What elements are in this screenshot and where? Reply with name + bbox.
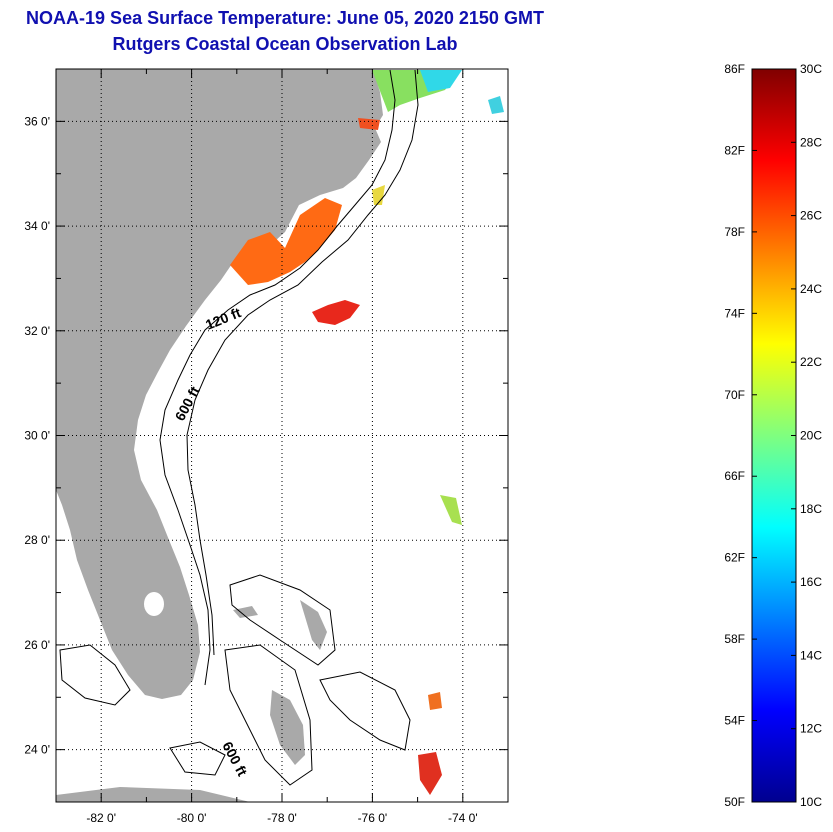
colorbar-c-label: 12C [800, 722, 822, 736]
colorbar-c-label: 30C [800, 62, 822, 76]
lat-label: 28 0' [24, 533, 50, 547]
sst-patch-yellow [372, 185, 385, 205]
island-cuba [56, 787, 250, 802]
colorbar-c-label: 14C [800, 648, 822, 662]
lake [144, 592, 164, 616]
colorbar-c-label: 18C [800, 502, 822, 516]
lat-label: 34 0' [24, 219, 50, 233]
sst-patch-east [440, 495, 462, 525]
colorbar-f-label: 66F [724, 469, 745, 483]
colorbar-c-label: 20C [800, 429, 822, 443]
map-title: NOAA-19 Sea Surface Temperature: June 05… [26, 8, 544, 28]
colorbar-f-label: 86F [724, 62, 745, 76]
lon-label: -78 0' [267, 811, 297, 825]
sst-patch-sw [428, 692, 442, 710]
colorbar-f-label: 50F [724, 795, 745, 809]
colorbar-f-labels: 86F 82F 78F 74F 70F 66F 62F 58F 54F 50F [724, 62, 757, 809]
latitude-labels: 36 0' 34 0' 32 0' 30 0' 28 0' 26 0' 24 0' [24, 114, 50, 756]
contour-bahamas-a [229, 574, 336, 666]
colorbar-c-label: 10C [800, 795, 822, 809]
island-andros [270, 690, 305, 765]
sst-patch-offshore [312, 300, 360, 325]
lat-label: 32 0' [24, 324, 50, 338]
lat-label: 24 0' [24, 743, 50, 757]
sst-patch-capes [358, 118, 380, 130]
contour-cay [169, 741, 226, 776]
colorbar-c-label: 28C [800, 135, 822, 149]
colorbar-f-label: 78F [724, 225, 745, 239]
colorbar-f-label: 62F [724, 551, 745, 565]
colorbar-c-label: 16C [800, 575, 822, 589]
colorbar-c-label: 26C [800, 209, 822, 223]
lon-label: -82 0' [86, 811, 116, 825]
colorbar-f-label: 70F [724, 388, 745, 402]
colorbar-c-label: 24C [800, 282, 822, 296]
lon-label: -74 0' [448, 811, 478, 825]
colorbar-c-label: 22C [800, 355, 822, 369]
lat-label: 30 0' [24, 429, 50, 443]
contour-keys [59, 644, 131, 706]
land-mainland [56, 69, 383, 699]
sst-patch-north-cyan [420, 70, 462, 92]
lat-label: 36 0' [24, 114, 50, 128]
sst-patch-carolina [230, 198, 342, 285]
contour-bahamas-b [224, 644, 313, 786]
colorbar-f-label: 74F [724, 306, 745, 320]
longitude-labels: -82 0' -80 0' -78 0' -76 0' -74 0' [86, 811, 477, 825]
lat-label: 26 0' [24, 638, 50, 652]
map-subtitle: Rutgers Coastal Ocean Observation Lab [112, 34, 458, 54]
colorbar-f-label: 82F [724, 143, 745, 157]
lon-label: -76 0' [358, 811, 388, 825]
contour-600ft [186, 69, 419, 656]
colorbar-c-labels: 30C 28C 26C 24C 22C 20C 18C 16C 14C 12C 10C [791, 62, 822, 809]
colorbar [751, 68, 797, 803]
graticule [56, 69, 508, 802]
axis-ticks [55, 68, 509, 803]
colorbar-f-label: 54F [724, 714, 745, 728]
sst-patch-ne [488, 96, 504, 114]
lon-label: -80 0' [177, 811, 207, 825]
island-small [233, 606, 258, 618]
island-abaco [300, 600, 327, 650]
colorbar-f-label: 58F [724, 632, 745, 646]
sst-patch-south [418, 752, 442, 795]
